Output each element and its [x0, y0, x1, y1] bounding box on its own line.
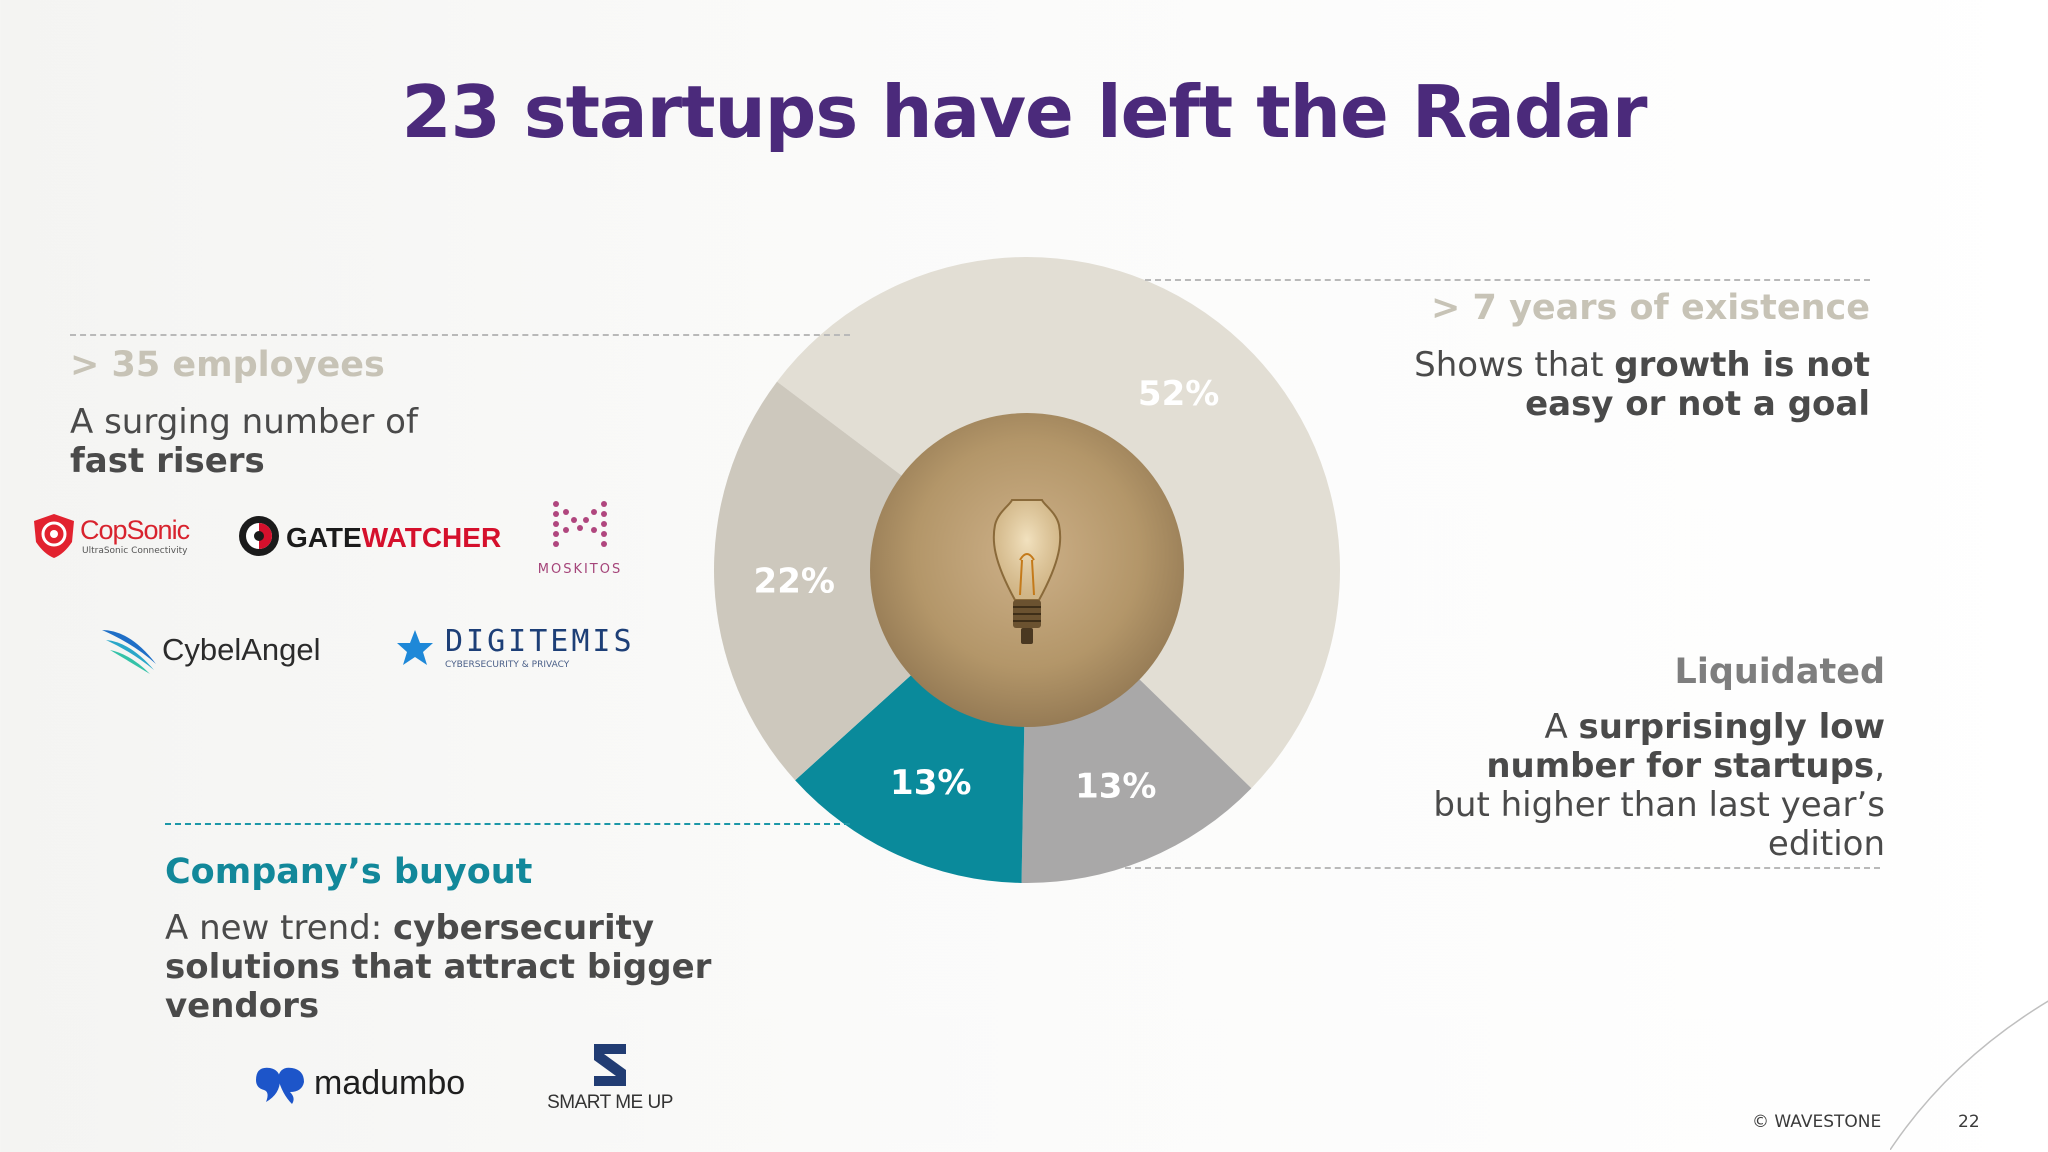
- gatewatcher-name-2: WATCHER: [361, 522, 502, 553]
- buyout-text-plain: A new trend:: [165, 908, 383, 948]
- buyout-text-bold3: vendors: [165, 986, 320, 1026]
- copsonic-logo: CopSonic UltraSonic Connectivity: [30, 510, 220, 560]
- existence-text-plain: Shows that: [1414, 345, 1604, 385]
- divider-buyout: [165, 823, 850, 825]
- footer-copyright: © WAVESTONE: [1752, 1112, 1882, 1132]
- madumbo-logo: madumbo: [252, 1060, 502, 1110]
- gatewatcher-eye-icon: [239, 516, 279, 556]
- digitemis-star-icon: [397, 630, 433, 665]
- employees-text: A surging number of fast risers: [70, 403, 520, 481]
- buyout-heading: Company’s buyout: [165, 852, 533, 892]
- lightbulb-icon: [992, 499, 1062, 644]
- donut-label-4: 22%: [754, 562, 835, 602]
- donut-label-3: 13%: [890, 763, 971, 803]
- gatewatcher-logo: GATEWATCHER: [236, 512, 501, 562]
- madumbo-name: madumbo: [314, 1064, 466, 1102]
- existence-heading: > 7 years of existence: [1431, 288, 1870, 328]
- employees-heading: > 35 employees: [70, 345, 385, 385]
- moskitos-name: MOSKITOS: [537, 562, 623, 577]
- divider-liquidated: [1125, 867, 1880, 869]
- cybelangel-wing-icon: [102, 630, 156, 674]
- employees-text-plain: A surging number of: [70, 402, 418, 442]
- employees-text-bold: fast risers: [70, 441, 265, 481]
- existence-text-bold2: easy or not a goal: [1525, 384, 1870, 424]
- divider-existence: [1145, 279, 1870, 281]
- copsonic-shield-icon: [34, 514, 74, 558]
- copsonic-tagline: UltraSonic Connectivity: [82, 546, 188, 556]
- smartmeup-logo: SMART ME UP: [540, 1040, 680, 1118]
- existence-text-bold1: growth is not: [1614, 345, 1870, 385]
- cybelangel-logo: CybelAngel: [100, 620, 330, 680]
- liquidated-text-bold2: number for startups: [1486, 746, 1875, 786]
- liquidated-text-plain: A: [1544, 707, 1568, 747]
- liquidated-text-plain4: edition: [1767, 824, 1885, 864]
- liquidated-text-bold1: surprisingly low: [1578, 707, 1885, 747]
- smartmeup-name: SMART ME UP: [547, 1092, 673, 1113]
- buyout-text-bold1: cybersecurity: [393, 908, 655, 948]
- existence-text: Shows that growth is not easy or not a g…: [1370, 346, 1870, 424]
- donut-label-2: 13%: [1075, 766, 1156, 806]
- liquidated-heading: Liquidated: [1674, 652, 1885, 692]
- corner-arc: [1890, 1000, 2048, 1150]
- digitemis-tagline: CYBERSECURITY & PRIVACY: [445, 660, 570, 670]
- donut-label-1: 52%: [1138, 374, 1219, 414]
- cybelangel-name: CybelAngel: [162, 632, 321, 667]
- digitemis-logo: DIGITEMIS CYBERSECURITY & PRIVACY: [395, 620, 635, 680]
- slide-title: 23 startups have left the Radar: [401, 70, 1648, 154]
- madumbo-icon: [256, 1067, 304, 1104]
- donut-labels: 52% 13% 13% 22%: [754, 374, 1220, 806]
- smartmeup-s-icon: [594, 1044, 626, 1086]
- buyout-text-bold2: solutions that attract bigger: [165, 947, 712, 987]
- liquidated-text-comma: ,: [1874, 746, 1885, 786]
- divider-employees: [70, 334, 850, 336]
- page-number: 22: [1958, 1112, 1980, 1132]
- moskitos-m-icon: [553, 501, 607, 547]
- buyout-text: A new trend: cybersecurity solutions tha…: [165, 909, 725, 1026]
- digitemis-name: DIGITEMIS: [445, 624, 635, 659]
- moskitos-logo: MOSKITOS: [528, 500, 628, 580]
- liquidated-text: A surprisingly low number for startups, …: [1380, 708, 1885, 864]
- liquidated-text-plain3: but higher than last year’s: [1433, 785, 1885, 825]
- copsonic-name: CopSonic: [80, 515, 190, 545]
- gatewatcher-name-1: GATE: [286, 522, 362, 553]
